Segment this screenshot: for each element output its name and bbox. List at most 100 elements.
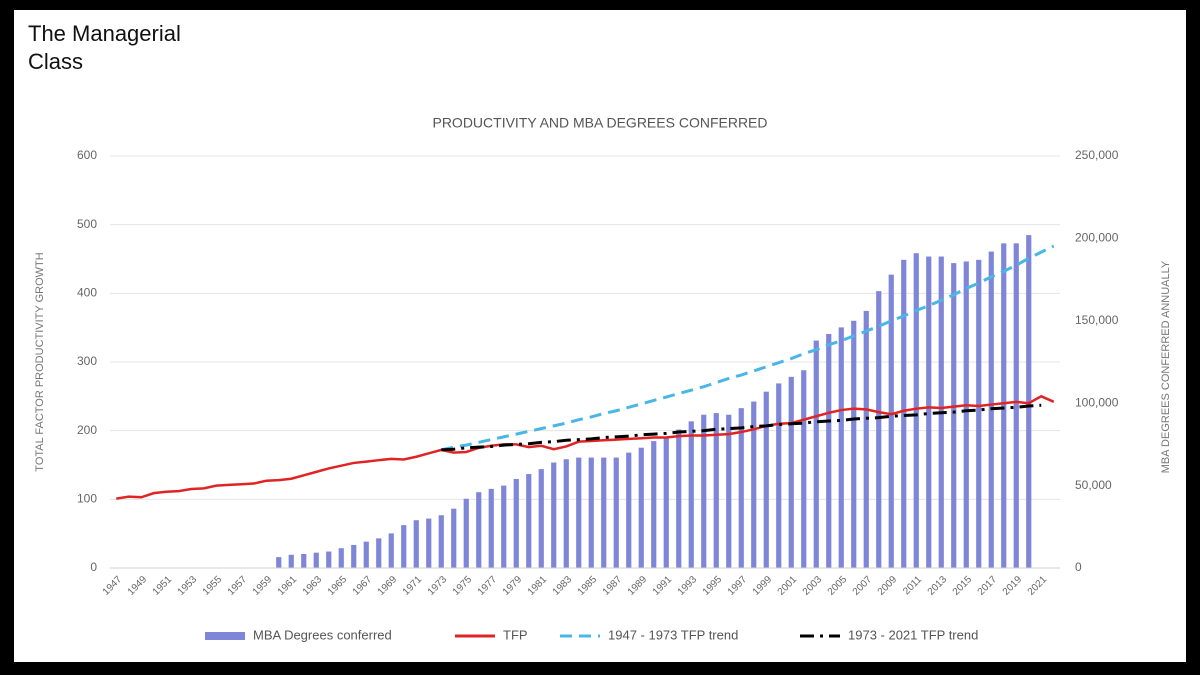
x-tick-label: 2003 <box>801 574 825 598</box>
x-tick-label: 1953 <box>176 574 200 598</box>
bar <box>651 441 657 568</box>
bar <box>776 383 782 568</box>
bar <box>601 457 607 568</box>
x-tick-label: 2009 <box>876 574 900 598</box>
bar <box>338 548 344 568</box>
bar <box>963 261 969 568</box>
x-tick-label: 2001 <box>776 574 800 598</box>
x-tick-label: 1961 <box>276 574 300 598</box>
bar <box>763 391 769 568</box>
x-tick-label: 1979 <box>501 574 525 598</box>
bar <box>388 533 394 568</box>
y2-tick-label: 50,000 <box>1075 478 1112 492</box>
x-tick-label: 1951 <box>151 574 175 598</box>
bar <box>688 421 694 568</box>
bar <box>351 544 357 568</box>
bar <box>838 327 844 568</box>
bar <box>476 492 482 568</box>
y2-tick-label: 250,000 <box>1075 148 1119 162</box>
bar <box>513 479 519 568</box>
bar <box>901 259 907 568</box>
x-tick-label: 1993 <box>676 574 700 598</box>
bar <box>363 541 369 568</box>
bar <box>538 469 544 568</box>
x-tick-label: 1987 <box>601 574 625 598</box>
y-axis-label: TOTAL FACTOR PRODUCTIVITY GROWTH <box>34 252 46 471</box>
y2-tick-label: 150,000 <box>1075 313 1119 327</box>
bar <box>1026 235 1032 568</box>
bar <box>663 437 669 568</box>
bar <box>576 457 582 568</box>
bar <box>501 485 507 568</box>
y-tick-label: 600 <box>77 148 97 162</box>
x-tick-label: 1955 <box>201 574 225 598</box>
bar <box>301 553 307 568</box>
y-tick-label: 0 <box>90 560 97 574</box>
bar <box>1013 243 1019 568</box>
bar <box>288 554 294 568</box>
y2-tick-label: 0 <box>1075 560 1082 574</box>
bar <box>401 525 407 568</box>
chart-title: PRODUCTIVITY AND MBA DEGREES CONFERRED <box>432 115 767 131</box>
x-tick-label: 1971 <box>401 574 425 598</box>
line <box>440 244 1055 452</box>
bar <box>438 515 444 568</box>
y2-axis-label: MBA DEGREES CONFERRED ANNUALLY <box>1160 260 1172 473</box>
bar <box>638 447 644 568</box>
bar <box>951 263 957 568</box>
x-tick-label: 1989 <box>626 574 650 598</box>
bar <box>876 291 882 568</box>
bar <box>863 310 869 568</box>
line <box>116 394 1055 500</box>
y-tick-label: 300 <box>77 354 97 368</box>
bar <box>488 488 494 568</box>
x-tick-label: 2017 <box>976 574 1000 598</box>
x-tick-label: 1967 <box>351 574 375 598</box>
x-tick-label: 1981 <box>526 574 550 598</box>
y2-tick-label: 200,000 <box>1075 231 1119 245</box>
x-tick-label: 1949 <box>126 574 150 598</box>
x-tick-label: 2015 <box>951 574 975 598</box>
bar <box>326 551 332 568</box>
x-tick-label: 1983 <box>551 574 575 598</box>
bar <box>701 414 707 568</box>
bar <box>913 253 919 568</box>
x-tick-label: 1985 <box>576 574 600 598</box>
bar <box>813 340 819 568</box>
x-tick-label: 1963 <box>301 574 325 598</box>
y-tick-label: 100 <box>77 492 97 506</box>
x-tick-label: 2021 <box>1026 574 1050 598</box>
x-tick-label: 1947 <box>101 574 125 598</box>
bar <box>376 538 382 568</box>
y-tick-label: 200 <box>77 423 97 437</box>
bar <box>451 508 457 568</box>
bar <box>826 333 832 568</box>
bar <box>676 429 682 568</box>
bar <box>801 370 807 568</box>
bar <box>1001 243 1007 568</box>
bar <box>276 557 282 568</box>
legend-swatch <box>205 632 245 640</box>
bar <box>738 408 744 568</box>
bar <box>588 457 594 568</box>
bar <box>526 474 532 568</box>
x-tick-label: 1975 <box>451 574 475 598</box>
bar <box>926 256 932 568</box>
x-tick-label: 1965 <box>326 574 350 598</box>
x-tick-label: 2005 <box>826 574 850 598</box>
bar <box>413 520 419 568</box>
bar <box>613 457 619 568</box>
x-tick-label: 2013 <box>926 574 950 598</box>
bar <box>888 274 894 568</box>
legend-label: 1973 - 2021 TFP trend <box>848 627 978 642</box>
x-tick-label: 2007 <box>851 574 875 598</box>
bar <box>313 552 319 568</box>
x-tick-label: 1959 <box>251 574 275 598</box>
slide-title: The Managerial Class <box>28 21 181 74</box>
y2-tick-label: 100,000 <box>1075 395 1119 409</box>
bar <box>463 498 469 568</box>
x-tick-label: 1957 <box>226 574 250 598</box>
legend-label: TFP <box>503 627 528 642</box>
bar <box>976 259 982 568</box>
